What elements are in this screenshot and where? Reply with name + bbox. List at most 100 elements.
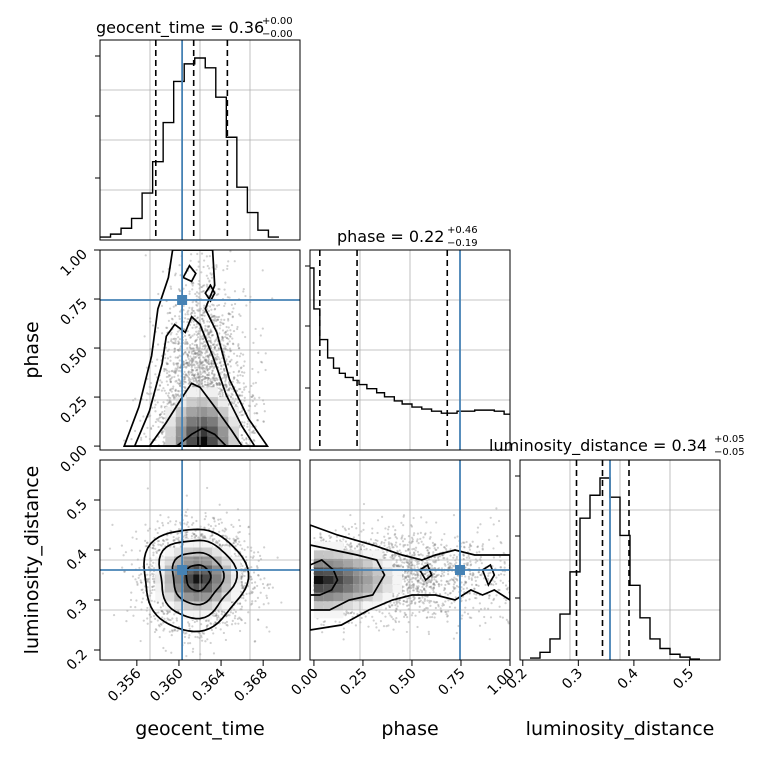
sample-point xyxy=(253,586,256,589)
sample-point xyxy=(150,360,154,364)
sample-point xyxy=(255,412,258,415)
sample-point xyxy=(159,606,162,609)
sample-point xyxy=(211,376,214,379)
sample-point xyxy=(200,382,204,386)
sample-point xyxy=(218,392,222,395)
sample-point xyxy=(260,361,264,364)
sample-point xyxy=(188,350,191,353)
sample-point xyxy=(206,367,209,370)
sample-point xyxy=(156,388,159,391)
sample-point xyxy=(176,362,180,365)
sample-point xyxy=(216,316,219,319)
sample-point xyxy=(202,377,206,381)
sample-point xyxy=(178,354,181,357)
sample-point xyxy=(191,334,194,337)
sample-point xyxy=(192,282,195,285)
sample-point xyxy=(190,534,193,538)
sample-point xyxy=(191,376,194,379)
sample-point xyxy=(167,401,170,405)
sample-point xyxy=(196,347,200,350)
sample-point xyxy=(134,530,138,533)
sample-point xyxy=(209,330,212,333)
sample-point xyxy=(252,394,255,398)
sample-point xyxy=(229,365,232,368)
sample-point xyxy=(206,285,209,288)
sample-point xyxy=(230,303,233,306)
sample-point xyxy=(203,304,206,307)
sample-point xyxy=(187,370,190,374)
sample-point xyxy=(223,347,226,350)
sample-point xyxy=(229,360,232,363)
sample-point xyxy=(146,606,149,610)
sample-point xyxy=(176,362,179,365)
sample-point xyxy=(151,406,154,409)
sample-point xyxy=(192,350,195,353)
sample-point xyxy=(191,311,194,314)
sample-point xyxy=(208,353,211,356)
sample-point xyxy=(207,326,210,329)
sample-point xyxy=(243,386,246,389)
sample-point xyxy=(166,312,169,315)
sample-point xyxy=(165,392,168,395)
sample-point xyxy=(169,529,172,532)
density-cell xyxy=(165,406,176,417)
sample-point xyxy=(225,511,228,514)
sample-point xyxy=(213,538,216,541)
sample-point xyxy=(145,541,149,545)
sample-point xyxy=(177,536,180,539)
sample-point xyxy=(209,272,212,275)
sample-point xyxy=(188,306,191,309)
sample-point xyxy=(208,367,211,370)
sample-point xyxy=(152,544,155,547)
sample-point xyxy=(231,397,234,400)
sample-point xyxy=(208,324,211,328)
sample-point xyxy=(204,515,207,518)
sample-point xyxy=(252,431,255,435)
sample-point xyxy=(199,313,203,317)
sample-point xyxy=(172,629,175,632)
sample-point xyxy=(156,549,160,552)
sample-point xyxy=(221,336,224,339)
sample-point xyxy=(210,380,213,383)
sample-point xyxy=(174,304,177,307)
sample-point xyxy=(169,381,172,384)
sample-point xyxy=(141,597,145,600)
sample-point xyxy=(227,363,230,366)
sample-point xyxy=(178,338,181,341)
sample-point xyxy=(150,392,153,395)
sample-point xyxy=(217,287,220,291)
sample-point xyxy=(195,268,198,272)
sample-point xyxy=(166,357,170,360)
sample-point xyxy=(167,374,171,377)
sample-point xyxy=(216,383,219,386)
sample-point xyxy=(190,357,193,360)
title-phase-minus: −0.19 xyxy=(447,238,478,249)
sample-point xyxy=(195,344,199,347)
sample-point xyxy=(213,377,216,380)
sample-point xyxy=(201,371,204,374)
sample-point xyxy=(229,350,232,353)
sample-point xyxy=(240,575,243,578)
sample-point xyxy=(215,382,218,385)
sample-point xyxy=(203,358,206,361)
sample-point xyxy=(216,357,219,361)
sample-point xyxy=(169,520,172,523)
density-cell xyxy=(175,426,187,437)
sample-point xyxy=(205,274,208,277)
sample-point xyxy=(215,612,218,615)
sample-point xyxy=(216,324,219,327)
density-cell xyxy=(186,406,197,417)
sample-point xyxy=(238,394,241,397)
sample-point xyxy=(239,352,243,355)
sample-point xyxy=(206,333,209,336)
sample-point xyxy=(167,610,170,613)
sample-point xyxy=(209,622,212,625)
sample-point xyxy=(195,295,198,298)
sample-point xyxy=(172,342,175,345)
sample-point xyxy=(237,537,240,540)
sample-point xyxy=(185,523,188,526)
sample-point xyxy=(178,289,181,292)
sample-point xyxy=(160,389,163,392)
sample-point xyxy=(156,540,159,543)
sample-point xyxy=(257,351,260,355)
